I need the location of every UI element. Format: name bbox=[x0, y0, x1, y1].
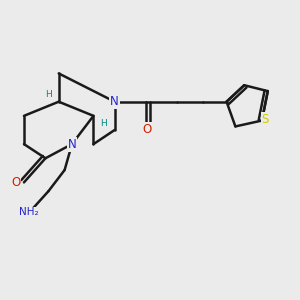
Text: H: H bbox=[45, 90, 52, 99]
Text: O: O bbox=[11, 176, 20, 189]
Text: S: S bbox=[262, 112, 269, 126]
Text: N: N bbox=[110, 95, 119, 108]
Text: O: O bbox=[143, 123, 152, 136]
Text: H: H bbox=[100, 119, 107, 128]
Text: NH₂: NH₂ bbox=[20, 207, 39, 218]
Text: N: N bbox=[68, 138, 76, 151]
